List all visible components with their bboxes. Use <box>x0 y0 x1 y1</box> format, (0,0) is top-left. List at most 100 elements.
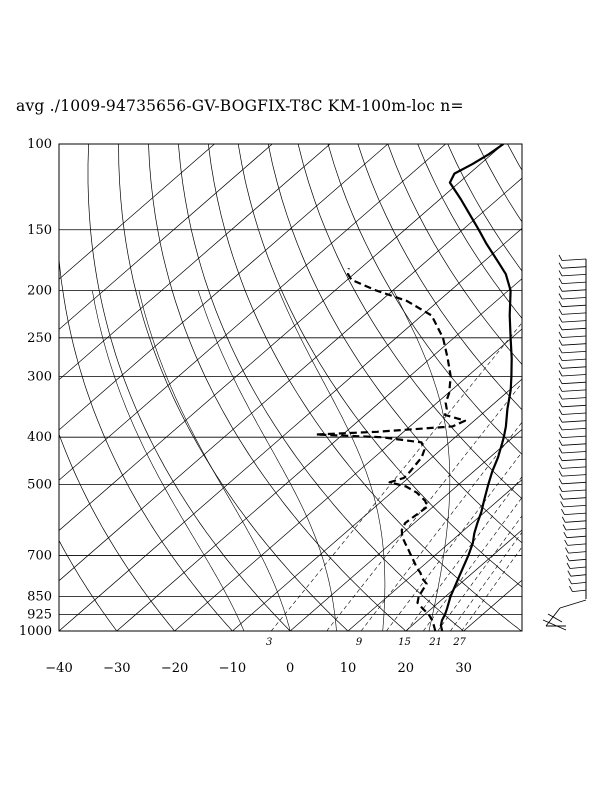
dry-adiabat <box>597 144 612 631</box>
mixing-ratio-line <box>360 421 522 631</box>
wind-barb-flag <box>558 478 563 484</box>
isotherm <box>59 144 389 431</box>
wind-barb-flag <box>565 555 570 561</box>
temperature-tick-label: −20 <box>161 661 188 676</box>
isotherm <box>59 177 522 582</box>
dry-adiabat <box>477 144 522 223</box>
wind-barb-flag <box>558 447 563 454</box>
wind-barb <box>561 481 587 485</box>
pressure-tick-label: 300 <box>27 369 52 384</box>
wind-barb <box>561 320 587 323</box>
dry-adiabat <box>417 144 522 319</box>
wind-barb <box>561 458 587 462</box>
mixing-ratio-label: 15 <box>398 637 411 648</box>
wind-barb-flag <box>566 562 571 569</box>
wind-barb <box>571 582 587 585</box>
wind-barb <box>561 389 587 392</box>
dry-adiabat <box>207 144 522 631</box>
dry-adiabat <box>237 144 522 588</box>
moist-adiabat <box>92 290 245 631</box>
wind-barb <box>547 613 563 623</box>
wind-barb <box>569 558 587 562</box>
wind-barb-flag <box>558 424 563 431</box>
pressure-tick-label: 700 <box>27 549 52 564</box>
wind-barb-flag <box>563 532 568 538</box>
wind-barb <box>561 358 587 361</box>
wind-barb <box>561 397 587 400</box>
wind-barb-flag <box>567 570 572 577</box>
wind-barb-flag <box>558 301 563 307</box>
wind-barb-flag <box>558 262 563 269</box>
wind-barb <box>561 281 587 284</box>
wind-barb-flag <box>558 431 563 438</box>
dry-adiabat <box>178 144 464 631</box>
wind-barb <box>565 520 587 523</box>
wind-barb <box>568 551 587 554</box>
wind-barb-flag <box>558 416 563 423</box>
wind-barb <box>561 289 587 292</box>
wind-barb-flag <box>565 547 569 554</box>
wind-barb-flag <box>569 585 573 592</box>
wind-barb <box>567 543 587 546</box>
dry-adiabat <box>357 144 522 411</box>
mixing-ratio-line <box>461 546 522 631</box>
mixing-ratio-line <box>450 531 522 631</box>
wind-barb <box>561 266 587 269</box>
wind-barb-flag <box>558 378 563 384</box>
isotherm <box>59 144 504 531</box>
wind-barb <box>561 404 587 408</box>
wind-barb <box>561 489 587 492</box>
wind-barb-flag <box>558 324 563 330</box>
wind-barb <box>561 335 587 338</box>
wind-barb <box>542 619 567 631</box>
isotherm <box>232 378 522 631</box>
mixing-ratio-line <box>437 515 522 631</box>
wind-barb <box>569 566 587 569</box>
wind-barbs <box>542 254 587 631</box>
dry-adiabat <box>297 144 522 500</box>
isotherm <box>579 144 612 631</box>
wind-barb <box>561 451 587 454</box>
pressure-tick-label: 250 <box>27 331 52 346</box>
wind-barb <box>561 274 587 277</box>
wind-barb <box>561 466 587 469</box>
isotherm <box>59 144 446 481</box>
wind-barb-flag <box>568 578 572 585</box>
chart-frame <box>58 143 523 632</box>
wind-barb <box>559 599 587 609</box>
wind-barb-flag <box>561 516 566 523</box>
isotherm <box>289 428 522 631</box>
mixing-ratio-label: 3 <box>266 637 272 648</box>
isotherm <box>59 144 215 280</box>
moist-adiabat <box>393 290 451 631</box>
wind-barb-flag <box>558 339 563 346</box>
chart-grid <box>59 144 612 631</box>
wind-barb-flag <box>558 462 563 469</box>
wind-barb <box>561 366 587 369</box>
wind-barb <box>564 512 587 515</box>
wind-barb-flag <box>560 501 564 508</box>
mixing-ratio-label: 21 <box>428 637 442 648</box>
dry-adiabat <box>537 144 612 631</box>
dry-adiabat <box>59 539 118 631</box>
temperature-tick-label: 10 <box>340 661 357 676</box>
isotherm <box>59 227 522 631</box>
wind-barb <box>561 474 587 477</box>
wind-barb-flag <box>558 285 563 292</box>
wind-barb-flag <box>561 508 565 515</box>
wind-barb-flag <box>558 385 563 392</box>
wind-barb <box>562 497 587 500</box>
temperature-tick-label: 20 <box>398 661 415 676</box>
isotherm <box>59 144 331 381</box>
isotherm <box>347 479 522 631</box>
dry-adiabat <box>118 144 349 631</box>
moist-adiabat <box>138 290 291 631</box>
mixing-ratio-line <box>423 497 522 631</box>
dry-adiabat <box>148 144 407 631</box>
wind-barb-flag <box>558 308 563 315</box>
chart-series <box>315 144 513 631</box>
wind-barb-flag <box>558 408 563 415</box>
wind-barb-flag <box>558 370 563 377</box>
isotherm <box>405 529 522 631</box>
